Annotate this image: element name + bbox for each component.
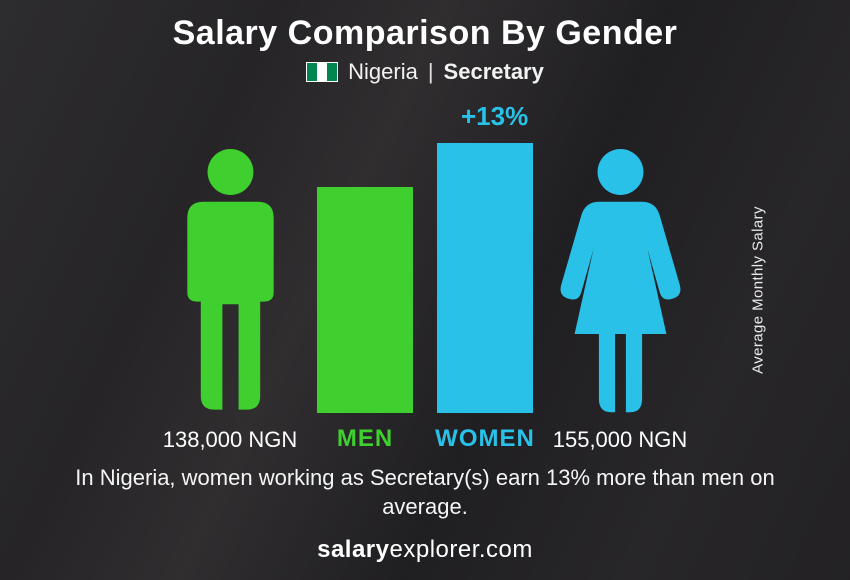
- male-bar: [317, 187, 413, 413]
- infographic-container: Salary Comparison By Gender Nigeria | Se…: [0, 0, 850, 580]
- male-person-icon: [163, 145, 298, 415]
- male-icon-column: 138,000 NGN: [155, 145, 305, 453]
- female-bar-column: WOMEN: [425, 143, 545, 453]
- female-category-label: WOMEN: [435, 425, 535, 453]
- female-bar: [437, 143, 533, 413]
- subtitle-row: Nigeria | Secretary: [306, 59, 544, 85]
- footer-brand-b: explorer.com: [390, 536, 533, 563]
- chart-area: +13% 138,000 NGN MEN WOMEN: [30, 99, 820, 453]
- female-person-icon: [553, 145, 688, 415]
- male-category-label: MEN: [337, 425, 393, 453]
- page-title: Salary Comparison By Gender: [173, 14, 678, 53]
- summary-text: In Nigeria, women working as Secretary(s…: [55, 463, 795, 522]
- percentage-badge: +13%: [461, 101, 528, 132]
- y-axis-label: Average Monthly Salary: [750, 206, 767, 374]
- footer-brand: salaryexplorer.com: [317, 536, 533, 564]
- nigeria-flag-icon: [306, 62, 338, 82]
- female-icon-column: 155,000 NGN: [545, 145, 695, 453]
- country-label: Nigeria: [348, 59, 418, 85]
- footer-brand-a: salary: [317, 536, 389, 563]
- role-label: Secretary: [444, 59, 544, 85]
- female-value-label: 155,000 NGN: [553, 427, 688, 453]
- male-bar-column: MEN: [305, 187, 425, 453]
- male-value-label: 138,000 NGN: [163, 427, 298, 453]
- subtitle-divider: |: [428, 59, 434, 85]
